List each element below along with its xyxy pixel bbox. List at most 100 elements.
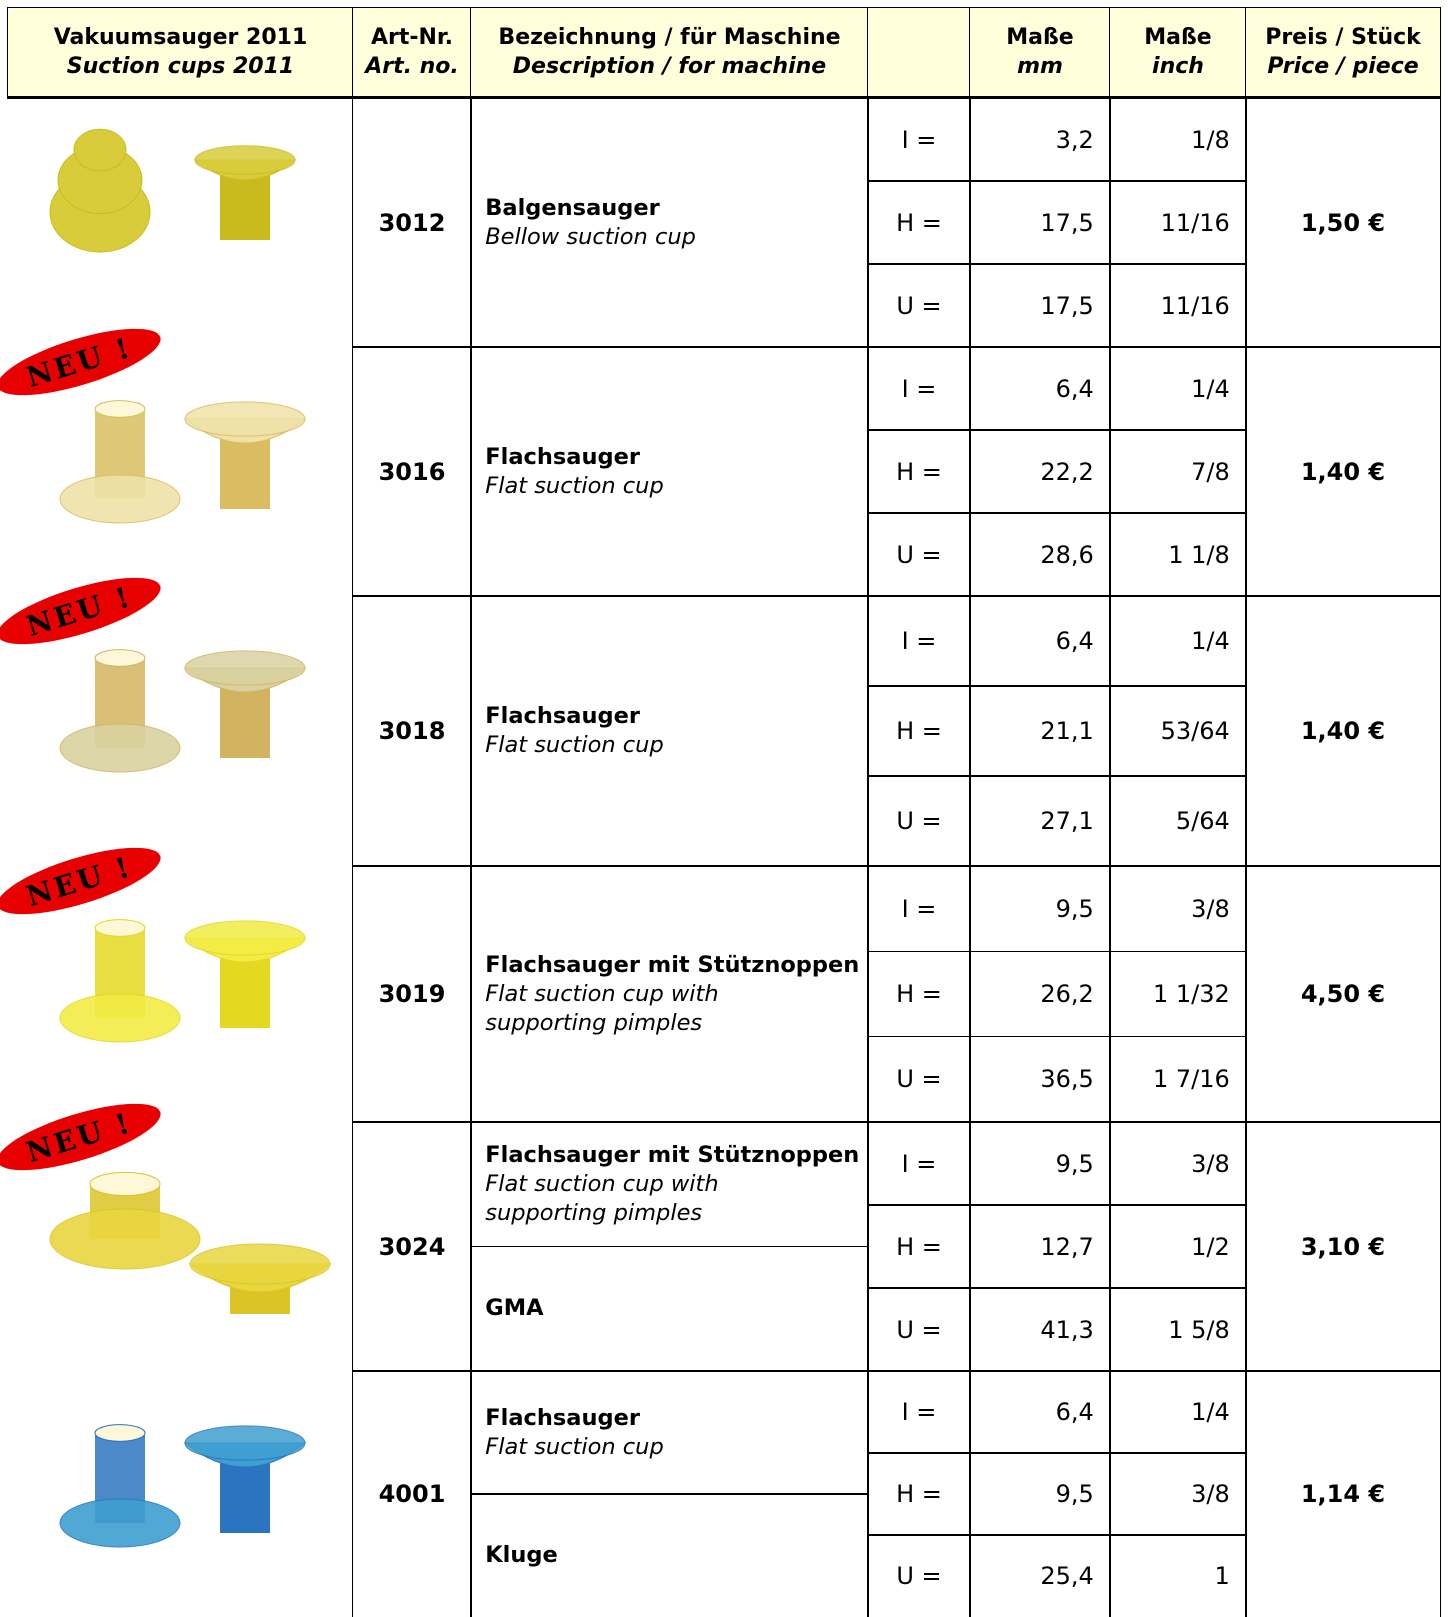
description-name: Flachsauger (485, 1404, 640, 1431)
inch-cell: 1/2 (1109, 1204, 1247, 1289)
header-cell: Maße mm (969, 7, 1111, 99)
dimension-mm: 6,4 (1055, 374, 1094, 403)
dimension-label: U = (896, 807, 942, 835)
header-text: Price / piece (1267, 54, 1419, 79)
mm-cell: 22,2 (969, 429, 1111, 514)
machine: Kluge (485, 1542, 558, 1568)
art-cell: 4001 (352, 1370, 472, 1617)
machine-cell: Kluge (470, 1493, 869, 1617)
machine-cell: GMA (470, 1245, 869, 1372)
cup-shape (59, 723, 181, 773)
inch-cell: 1 5/8 (1109, 1287, 1247, 1372)
dimension-label: I = (901, 1149, 937, 1178)
dimension-label-cell: I = (867, 1370, 971, 1454)
mm-cell: 6,4 (969, 1370, 1111, 1454)
cup-shape (59, 474, 181, 524)
dimension-mm: 3,2 (1055, 125, 1094, 154)
product-image (59, 1424, 307, 1548)
header-cell: Vakuumsauger 2011 Suction cups 2011 (7, 7, 354, 99)
dimension-inch: 1/8 (1191, 125, 1230, 154)
art-cell: 3012 (352, 97, 472, 348)
art-number: 4001 (378, 1480, 446, 1508)
dimension-label: H = (896, 457, 942, 486)
art-cell: 3016 (352, 346, 472, 597)
mm-cell: 27,1 (969, 775, 1111, 867)
dimension-mm: 28,6 (1040, 540, 1094, 569)
mm-cell: 6,4 (969, 595, 1111, 687)
dimension-label-cell: U = (867, 1534, 971, 1617)
dimension-label: U = (896, 540, 942, 569)
inch-cell: 1/4 (1109, 595, 1247, 687)
inch-cell: 1 1/32 (1109, 950, 1247, 1038)
header-text: Preis / Stück (1265, 25, 1421, 50)
dimension-inch: 11/16 (1160, 208, 1230, 237)
dimension-inch: 1 1/32 (1152, 979, 1230, 1008)
dimension-label-cell: H = (867, 180, 971, 265)
dimension-mm: 41,3 (1040, 1315, 1094, 1344)
description-english: Flat suction cup (485, 732, 664, 758)
dimension-inch: 1/4 (1191, 627, 1230, 655)
description-english: supporting pimples (485, 1199, 703, 1226)
dimension-inch: 1 1/8 (1168, 540, 1230, 569)
dimension-mm: 21,1 (1040, 717, 1094, 745)
cup-shape (59, 993, 181, 1043)
dimension-inch: 11/16 (1160, 291, 1230, 320)
dimension-label-cell: U = (867, 263, 971, 348)
cup-shape (184, 920, 306, 956)
dimension-label: I = (901, 1398, 937, 1426)
dimension-label: I = (901, 125, 937, 154)
art-number: 3012 (378, 208, 446, 237)
description-cell: Flachsauger Flat suction cup (470, 595, 869, 867)
description-english: supporting pimples (485, 1009, 703, 1036)
art-number: 3019 (378, 980, 446, 1008)
cup-shape (59, 919, 307, 1043)
machine: GMA (485, 1295, 544, 1322)
mm-cell: 36,5 (969, 1035, 1111, 1123)
header-cell: Maße inch (1109, 7, 1247, 99)
cup-shape (220, 170, 270, 240)
dimension-inch: 7/8 (1191, 457, 1230, 486)
cup-shape (59, 1424, 307, 1548)
dimension-label-cell: I = (867, 97, 971, 182)
dimension-mm: 26,2 (1040, 979, 1094, 1008)
dimension-mm: 25,4 (1040, 1562, 1094, 1590)
mm-cell: 9,5 (969, 865, 1111, 953)
dimension-label: I = (901, 894, 937, 923)
header-text: Description / for machine (512, 54, 827, 79)
dimension-inch: 1/2 (1191, 1232, 1230, 1261)
art-cell: 3018 (352, 595, 472, 867)
dimension-mm: 27,1 (1040, 807, 1094, 835)
dimension-mm: 22,2 (1040, 457, 1094, 486)
price: 1,40 € (1300, 717, 1386, 745)
description-cell: Flachsauger mit Stütznoppen Flat suction … (470, 865, 869, 1123)
header-text: inch (1152, 54, 1204, 79)
dimension-label-cell: H = (867, 950, 971, 1038)
inch-cell: 3/8 (1109, 1452, 1247, 1536)
cup-shape (49, 1171, 332, 1314)
product-image (49, 128, 297, 253)
price-cell: 1,40 € (1245, 346, 1441, 597)
mm-cell: 25,4 (969, 1534, 1111, 1617)
mm-cell: 21,1 (969, 685, 1111, 777)
dimension-inch: 3/8 (1191, 1149, 1230, 1178)
inch-cell: 7/8 (1109, 429, 1247, 514)
header-text: Vakuumsauger 2011 (53, 25, 308, 50)
description-cell: Flachsauger Flat suction cup (470, 1370, 869, 1495)
dimension-label-cell: I = (867, 346, 971, 431)
cup-shape (184, 401, 306, 437)
dimension-inch: 1 5/8 (1168, 1315, 1230, 1344)
description-english: Bellow suction cup (485, 223, 696, 250)
dimension-inch: 1 (1214, 1562, 1230, 1590)
header-cell: Preis / Stück Price / piece (1245, 7, 1441, 99)
dimension-mm: 17,5 (1040, 291, 1094, 320)
dimension-inch: 1/4 (1191, 374, 1230, 403)
dimension-label: U = (896, 1065, 942, 1094)
product-image (59, 919, 307, 1043)
mm-cell: 6,4 (969, 346, 1111, 431)
product-image (59, 400, 307, 524)
inch-cell: 1/4 (1109, 346, 1247, 431)
dimension-label: U = (896, 1562, 942, 1590)
dimension-label: I = (901, 374, 937, 403)
dimension-label: U = (896, 1315, 942, 1344)
description-name: Flachsauger mit Stütznoppen (485, 1141, 860, 1168)
